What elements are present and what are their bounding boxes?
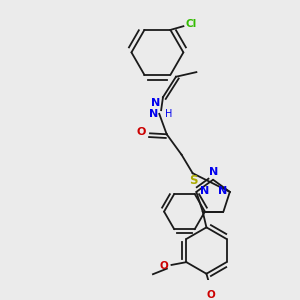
- Text: N: N: [200, 186, 209, 196]
- Text: O: O: [159, 261, 168, 271]
- Text: O: O: [207, 290, 215, 300]
- Text: O: O: [137, 128, 146, 137]
- Text: H: H: [165, 109, 172, 119]
- Text: N: N: [218, 186, 227, 196]
- Text: N: N: [209, 167, 219, 177]
- Text: N: N: [151, 98, 160, 108]
- Text: N: N: [149, 109, 158, 119]
- Text: Cl: Cl: [185, 19, 196, 29]
- Text: S: S: [189, 174, 198, 187]
